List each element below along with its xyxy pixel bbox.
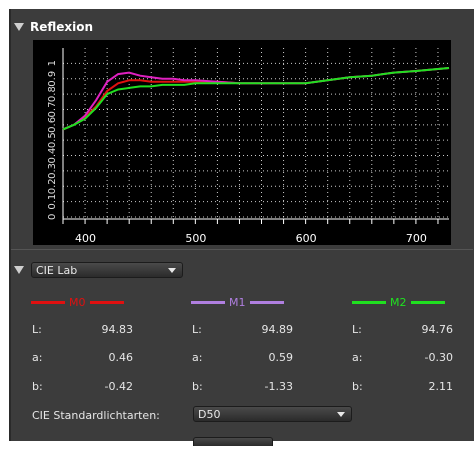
value-m2-a: -0.30 — [424, 351, 453, 364]
collapse-triangle-icon[interactable] — [14, 266, 24, 274]
color-space-dropdown[interactable]: CIE Lab — [31, 262, 183, 278]
y-tick-label: 0.5 — [47, 132, 58, 148]
legend-item-m1: M1 — [191, 295, 284, 309]
legend-label-m2: M2 — [390, 295, 407, 309]
value-m1-a: 0.59 — [268, 351, 294, 364]
label-l: L: — [192, 323, 202, 336]
value-m1-b: -1.33 — [264, 380, 293, 393]
reflectance-chart: 0 0.1 0.2 0.3 0.4 0.5 0.6 0.7 0.8 0.9 1 — [33, 40, 451, 245]
illuminant-value: D50 — [198, 407, 221, 421]
label-a: a: — [352, 351, 363, 364]
legend-label-m0: M0 — [69, 295, 86, 309]
series-line-m1 — [62, 67, 450, 131]
label-l: L: — [32, 323, 42, 336]
left-margin — [0, 9, 9, 441]
section-separator — [11, 249, 473, 250]
section-title: Reflexion — [30, 20, 94, 34]
label-a: a: — [192, 351, 203, 364]
y-tick-label: 1 — [47, 60, 58, 66]
y-tick-label: 0.8 — [47, 86, 58, 102]
legend-line-m0 — [31, 300, 65, 304]
value-m2-b: 2.11 — [428, 380, 454, 393]
x-tick-label: 600 — [295, 232, 317, 245]
chevron-down-icon — [337, 412, 345, 417]
value-m0-a: 0.46 — [108, 351, 134, 364]
section-header-reflexion[interactable]: Reflexion — [14, 17, 93, 37]
label-b: b: — [192, 380, 203, 393]
value-m0-b: -0.42 — [104, 380, 133, 393]
y-tick-label: 0.3 — [47, 163, 58, 179]
x-tick-label: 500 — [185, 232, 207, 245]
collapse-triangle-icon[interactable] — [14, 23, 24, 31]
chevron-down-icon — [168, 268, 176, 273]
series-line-m2 — [62, 67, 450, 131]
legend-line-m2 — [410, 300, 445, 304]
label-b: b: — [352, 380, 363, 393]
illuminant-label: CIE Standardlichtarten: — [32, 409, 160, 422]
value-m2-l: 94.76 — [421, 323, 454, 336]
legend-line-m1 — [249, 300, 284, 304]
legend-item-m0: M0 — [31, 295, 124, 309]
bottom-button[interactable] — [193, 437, 273, 446]
series-line-m0 — [62, 67, 450, 131]
y-tick-label: 0.9 — [47, 71, 58, 87]
color-space-value: CIE Lab — [36, 263, 78, 277]
legend-line-m0 — [89, 300, 124, 304]
legend-label-m1: M1 — [229, 295, 246, 309]
x-tick-label: 700 — [405, 232, 427, 245]
legend-line-m2 — [352, 300, 386, 304]
label-l: L: — [352, 323, 362, 336]
legend-item-m2: M2 — [352, 295, 445, 309]
value-m0-l: 94.83 — [101, 323, 134, 336]
y-tick-label: 0.4 — [47, 148, 58, 164]
label-b: b: — [32, 380, 43, 393]
y-tick-label: 0.2 — [47, 178, 58, 194]
legend-line-m1 — [191, 300, 225, 304]
value-m1-l: 94.89 — [261, 323, 294, 336]
illuminant-dropdown[interactable]: D50 — [193, 406, 352, 422]
y-tick-label: 0 — [47, 214, 58, 220]
y-tick-label: 0.7 — [47, 102, 58, 118]
x-tick-label: 400 — [75, 232, 97, 245]
y-tick-label: 0.1 — [47, 194, 58, 210]
label-a: a: — [32, 351, 43, 364]
chart-svg: 0 0.10.20.30.40.50.60.70.80.9 1 — [47, 48, 450, 224]
y-tick-label: 0.6 — [47, 117, 58, 133]
